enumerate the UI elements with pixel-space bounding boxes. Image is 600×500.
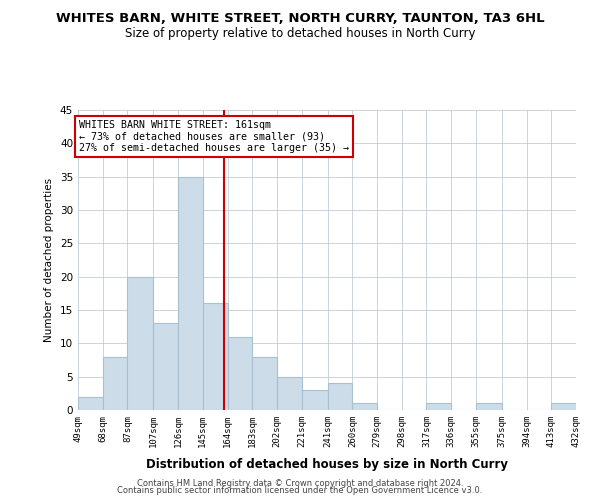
Bar	[154, 324, 178, 410]
Bar	[328, 384, 352, 410]
Bar	[551, 404, 576, 410]
Text: WHITES BARN WHITE STREET: 161sqm
← 73% of detached houses are smaller (93)
27% o: WHITES BARN WHITE STREET: 161sqm ← 73% o…	[79, 120, 349, 153]
Bar	[302, 390, 328, 410]
Bar	[252, 356, 277, 410]
Bar	[277, 376, 302, 410]
Bar	[227, 336, 252, 410]
Bar	[78, 396, 103, 410]
Bar	[127, 276, 154, 410]
Bar	[427, 404, 451, 410]
Text: Size of property relative to detached houses in North Curry: Size of property relative to detached ho…	[125, 28, 475, 40]
Text: Contains HM Land Registry data © Crown copyright and database right 2024.: Contains HM Land Registry data © Crown c…	[137, 478, 463, 488]
Bar	[103, 356, 127, 410]
Y-axis label: Number of detached properties: Number of detached properties	[44, 178, 55, 342]
Text: WHITES BARN, WHITE STREET, NORTH CURRY, TAUNTON, TA3 6HL: WHITES BARN, WHITE STREET, NORTH CURRY, …	[56, 12, 544, 26]
Bar	[476, 404, 502, 410]
Text: Contains public sector information licensed under the Open Government Licence v3: Contains public sector information licen…	[118, 486, 482, 495]
Bar	[352, 404, 377, 410]
X-axis label: Distribution of detached houses by size in North Curry: Distribution of detached houses by size …	[146, 458, 508, 471]
Bar	[178, 176, 203, 410]
Bar	[203, 304, 227, 410]
